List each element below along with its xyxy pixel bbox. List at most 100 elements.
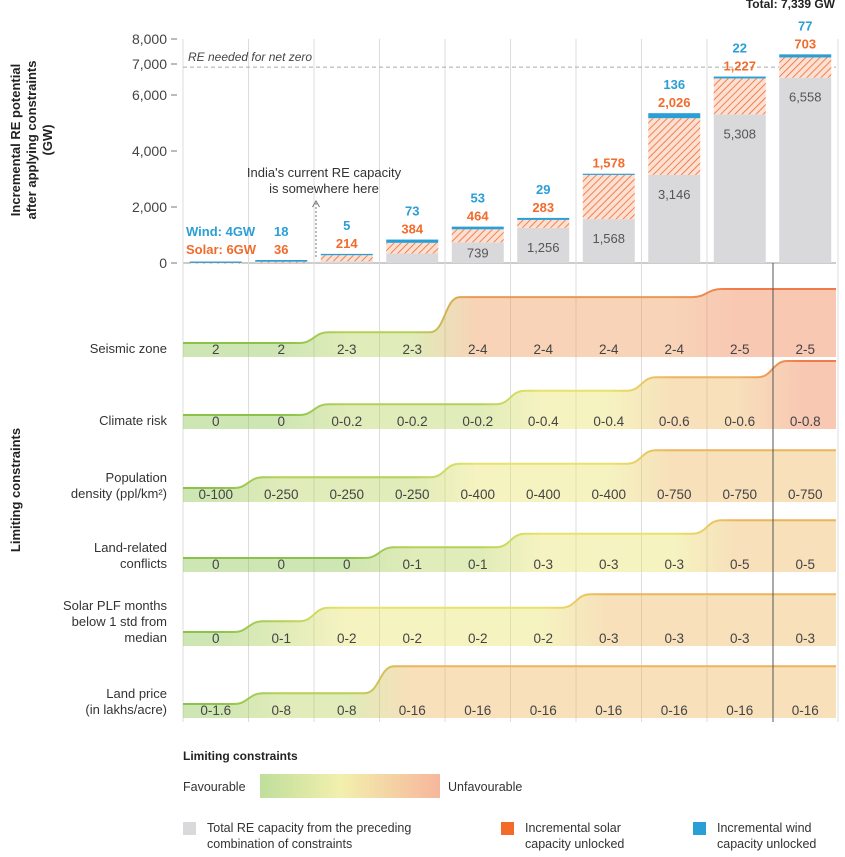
- constraint-ribbon-fill: [183, 520, 836, 572]
- constraint-value: 0-0.2: [331, 414, 362, 429]
- constraint-name: median: [124, 630, 167, 645]
- legend-wind-swatch: [693, 822, 706, 835]
- constraint-ribbon-fill: [183, 666, 836, 718]
- constraint-value: 0-1.6: [200, 703, 231, 718]
- constraint-value: 0-2: [468, 631, 488, 646]
- constraint-name: (in lakhs/acre): [85, 702, 167, 717]
- y-tick-label: 8,000: [132, 31, 167, 47]
- constraint-value: 0-5: [795, 557, 815, 572]
- y-tick-label: 4,000: [132, 143, 167, 159]
- solar-value-label: 283: [532, 200, 554, 215]
- constraint-value: 0-16: [661, 703, 688, 718]
- solar-bar: [648, 118, 701, 175]
- base-bar: [320, 261, 373, 263]
- constraint-value: 0-0.4: [593, 414, 624, 429]
- constraint-ribbon-edge: [183, 519, 836, 559]
- legend-base-line2: combination of constraints: [207, 837, 352, 851]
- wind-bar: [386, 239, 439, 243]
- constraint-name: Land-related: [94, 540, 167, 555]
- constraint-name: conflicts: [120, 556, 167, 571]
- constraint-value: 0-16: [792, 703, 819, 718]
- constraint-value: 0-1: [468, 557, 488, 572]
- constraint-value: 2-4: [599, 342, 619, 357]
- constraint-value: 2-4: [533, 342, 553, 357]
- solar-value-label: 703: [794, 36, 816, 51]
- base-bar: [648, 174, 701, 263]
- constraint-value: 0-8: [271, 703, 291, 718]
- wind-bar: [451, 226, 504, 230]
- constraint-name: Climate risk: [99, 413, 167, 428]
- constraint-value: 0: [212, 631, 220, 646]
- constraint-value: 0-3: [730, 631, 750, 646]
- solar-value-label: 1,578: [592, 156, 625, 171]
- constraint-name: Seismic zone: [90, 341, 167, 356]
- constraint-value: 0: [277, 414, 285, 429]
- constraint-value: 2-3: [402, 342, 422, 357]
- constraint-value: 2-5: [730, 342, 750, 357]
- solar-bar: [386, 242, 439, 254]
- wind-value-label: 29: [536, 182, 550, 197]
- constraint-name: Land price: [106, 686, 167, 701]
- annotation-line2: is somewhere here: [269, 181, 379, 196]
- constraint-value: 0: [277, 557, 285, 572]
- constraint-value: 0: [343, 557, 351, 572]
- constraint-value: 0-0.4: [528, 414, 559, 429]
- legend-solar-swatch: [501, 822, 514, 835]
- constraint-value: 0-16: [726, 703, 753, 718]
- constraint-value: 0-2: [533, 631, 553, 646]
- solar-bar: [582, 174, 635, 220]
- solar-bar: [255, 261, 308, 263]
- constraint-value: 0-100: [198, 487, 233, 502]
- base-value-label: 1,256: [527, 240, 560, 255]
- constraint-ribbon-edge: [183, 360, 836, 416]
- y-tick-label: 6,000: [132, 87, 167, 103]
- wind-bar: [582, 173, 635, 175]
- constraint-value: 0-3: [533, 557, 553, 572]
- solar-bar: [713, 78, 766, 115]
- base-value-label: 1,568: [592, 231, 625, 246]
- constraint-ribbons: Seismic zone 2 2 2-3 2-3 2-4 2-4 2-4 2-4 2-5 2-5 Cl…: [63, 288, 836, 718]
- constraint-value: 0-750: [657, 487, 692, 502]
- constraint-value: 0: [212, 557, 220, 572]
- constraint-value: 0-3: [664, 631, 684, 646]
- constraint-value: 0-400: [591, 487, 626, 502]
- y-tick-label: 0: [159, 255, 167, 271]
- wind-bar: [713, 76, 766, 79]
- constraint-value: 0-0.8: [790, 414, 821, 429]
- constraint-value: 0-3: [599, 631, 619, 646]
- constraint-ribbon-fill: [183, 289, 836, 357]
- bar-group: 36 18 214 5 384 73 739 464 53 1,256 283 29 1,568 1,57…: [186, 18, 832, 264]
- constraint-name: density (ppl/km²): [71, 486, 167, 501]
- base-bar: [779, 77, 832, 264]
- base-value-label: 6,558: [789, 90, 822, 105]
- wind-bar: [189, 261, 242, 263]
- solar-bar: [320, 255, 373, 262]
- net-zero-reference: RE needed for net zero: [183, 50, 836, 68]
- constraint-name: Population: [106, 470, 167, 485]
- constraint-value: 2-4: [468, 342, 488, 357]
- constraint-value: 0: [212, 414, 220, 429]
- constraint-value: 0-3: [599, 557, 619, 572]
- wind-value-label: 73: [405, 204, 419, 219]
- constraint-value: 0-0.6: [724, 414, 755, 429]
- solar-bar: [517, 219, 570, 228]
- constraint-value: 0-3: [795, 631, 815, 646]
- annotation-arrow: [312, 200, 320, 208]
- constraint-value: 2-3: [337, 342, 357, 357]
- wind-bar: [320, 253, 373, 256]
- constraint-value: 0-0.2: [462, 414, 493, 429]
- wind-value-label: 18: [274, 224, 288, 239]
- reference-line-label: RE needed for net zero: [188, 50, 312, 64]
- constraint-value: 0-16: [595, 703, 622, 718]
- legend-favourable: Favourable: [183, 780, 246, 794]
- constraint-value: 2-5: [795, 342, 815, 357]
- wind-value-label: 5: [343, 218, 350, 233]
- constraint-value: 0-250: [264, 487, 299, 502]
- constraint-value: 0-2: [402, 631, 422, 646]
- solar-value-label: 1,227: [723, 59, 756, 74]
- constraint-value: 2: [212, 342, 220, 357]
- legend-solar-line2: capacity unlocked: [525, 837, 624, 851]
- chart-total-title: Total: 7,339 GW: [746, 0, 836, 11]
- legend-wind-line1: Incremental wind: [717, 821, 812, 835]
